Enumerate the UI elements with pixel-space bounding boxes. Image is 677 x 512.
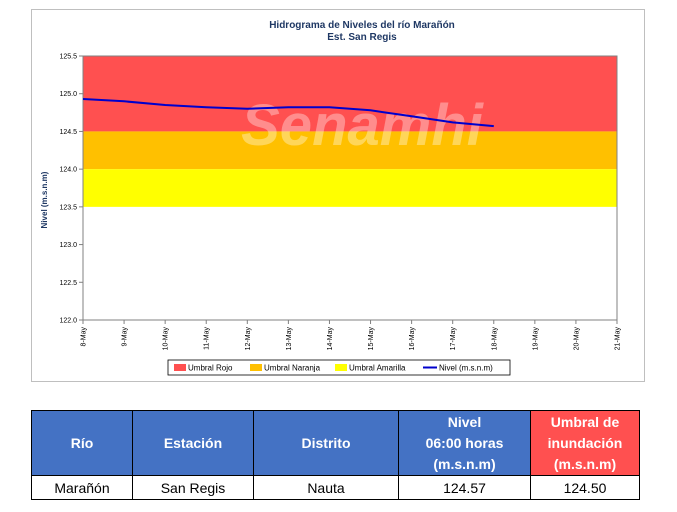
y-tick-label: 123.5 (59, 204, 77, 211)
y-tick-label: 124.0 (59, 167, 77, 174)
x-tick-label: 19-May (532, 327, 539, 351)
cell-estacion: San Regis (132, 475, 254, 500)
header-nivel: Nivel 06:00 horas (m.s.n.m) (398, 410, 531, 476)
legend-swatch-0 (174, 364, 186, 371)
header-estacion: Estación (132, 410, 254, 476)
threshold-band-2 (83, 169, 617, 207)
chart-title: Hidrograma de Niveles del río Marañón (269, 20, 455, 31)
hydrograph-chart: Hidrograma de Niveles del río Marañón Es… (40, 20, 622, 376)
legend-swatch-2 (335, 364, 347, 371)
legend-label-2: Umbral Amarilla (349, 364, 406, 373)
x-tick-label: 11-May (204, 327, 211, 350)
table-header-row: Río Estación Distrito Nivel 06:00 horas … (31, 410, 640, 476)
x-tick-label: 8-May (81, 327, 88, 347)
legend-label-0: Umbral Rojo (188, 364, 233, 373)
table-row: Marañón San Regis Nauta 124.57 124.50 (31, 475, 640, 500)
x-tick-label: 20-May (573, 327, 580, 351)
threshold-band-0 (83, 56, 617, 132)
x-tick-label: 15-May (368, 327, 375, 351)
y-tick-label: 122.0 (59, 318, 77, 325)
plot-area-border (82, 55, 618, 321)
x-tick-label: 14-May (327, 327, 334, 351)
station-table: Río Estación Distrito Nivel 06:00 horas … (31, 410, 640, 500)
series-line-0 (82, 98, 494, 128)
threshold-band-1 (83, 131, 617, 170)
x-tick-label: 9-May (122, 327, 129, 347)
x-tick-label: 12-May (245, 327, 252, 351)
y-tick-label: 125.5 (59, 54, 77, 61)
legend-label-1: Umbral Naranja (264, 364, 321, 373)
header-rio: Río (31, 410, 133, 476)
y-tick-label: 123.0 (59, 242, 77, 249)
y-axis-label: Nivel (m.s.n.m) (40, 171, 49, 228)
x-tick-label: 21-May (615, 327, 622, 351)
cell-rio: Marañón (31, 475, 133, 500)
cell-nivel: 124.57 (398, 475, 531, 500)
y-tick-label: 125.0 (59, 91, 77, 98)
header-distrito: Distrito (253, 410, 399, 476)
cell-umbral: 124.50 (530, 475, 640, 500)
chart-frame: Hidrograma de Niveles del río Marañón Es… (31, 9, 645, 382)
x-tick-label: 17-May (450, 327, 457, 351)
header-umbral-inundacion: Umbral de inundación (m.s.n.m) (530, 410, 640, 476)
y-tick-label: 122.5 (59, 280, 77, 287)
chart-subtitle: Est. San Regis (327, 32, 397, 43)
cell-distrito: Nauta (253, 475, 399, 500)
legend-swatch-1 (250, 364, 262, 371)
x-tick-label: 10-May (163, 327, 170, 351)
y-tick-label: 124.5 (59, 129, 77, 136)
legend-label-3: Nivel (m.s.n.m) (439, 364, 493, 373)
x-tick-label: 16-May (409, 327, 416, 351)
watermark-logo: Senamhi (241, 93, 485, 158)
x-tick-label: 13-May (286, 327, 293, 351)
x-tick-label: 18-May (491, 327, 498, 351)
